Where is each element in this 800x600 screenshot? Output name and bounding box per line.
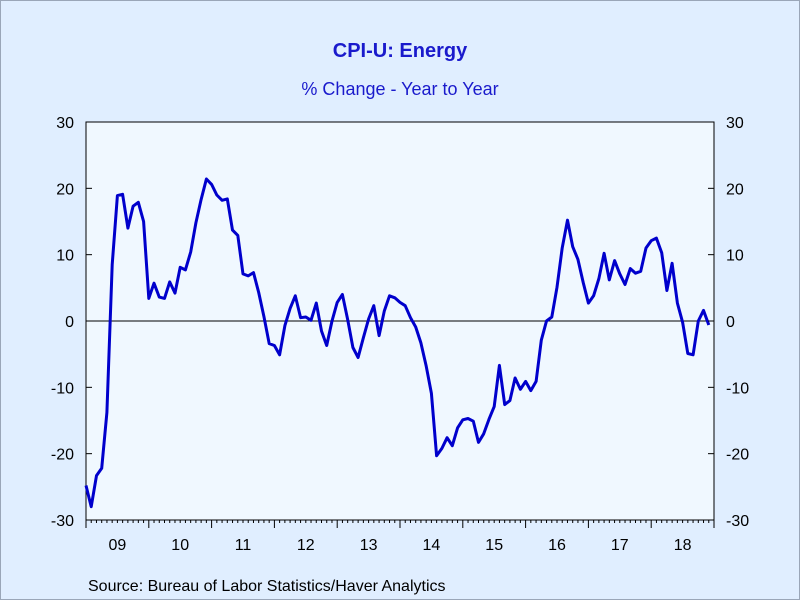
y-tick-label-right: -10 (726, 380, 749, 397)
x-tick-label: 14 (423, 537, 441, 554)
y-tick-label-right: 0 (726, 314, 735, 331)
y-tick-label-left: -20 (51, 447, 74, 464)
y-tick-label-left: 20 (56, 181, 74, 198)
x-tick-label: 11 (235, 537, 252, 554)
y-tick-label-right: 30 (726, 115, 744, 132)
x-tick-label: 09 (109, 537, 127, 554)
series-line (84, 177, 711, 509)
x-tick-label: 17 (611, 537, 629, 554)
source-note: Source: Bureau of Labor Statistics/Haver… (88, 578, 446, 595)
y-tick-label-left: 30 (56, 115, 74, 132)
chart-title: CPI-U: Energy (332, 40, 468, 62)
y-tick-label-right: -30 (726, 513, 749, 530)
y-tick-label-left: -10 (51, 380, 74, 397)
x-tick-label: 15 (485, 537, 503, 554)
x-tick-label: 13 (360, 537, 378, 554)
y-tick-label-right: 10 (726, 248, 744, 265)
y-tick-label-left: 10 (56, 248, 74, 265)
y-tick-label-right: 20 (726, 181, 744, 198)
x-tick-label: 18 (674, 537, 692, 554)
y-tick-label-left: 0 (65, 314, 74, 331)
y-tick-label-right: -20 (726, 447, 749, 464)
x-tick-label: 10 (171, 537, 189, 554)
y-tick-label-left: -30 (51, 513, 74, 530)
x-tick-label: 12 (297, 537, 315, 554)
chart-subtitle: % Change - Year to Year (301, 79, 499, 99)
x-tick-label: 16 (548, 537, 566, 554)
